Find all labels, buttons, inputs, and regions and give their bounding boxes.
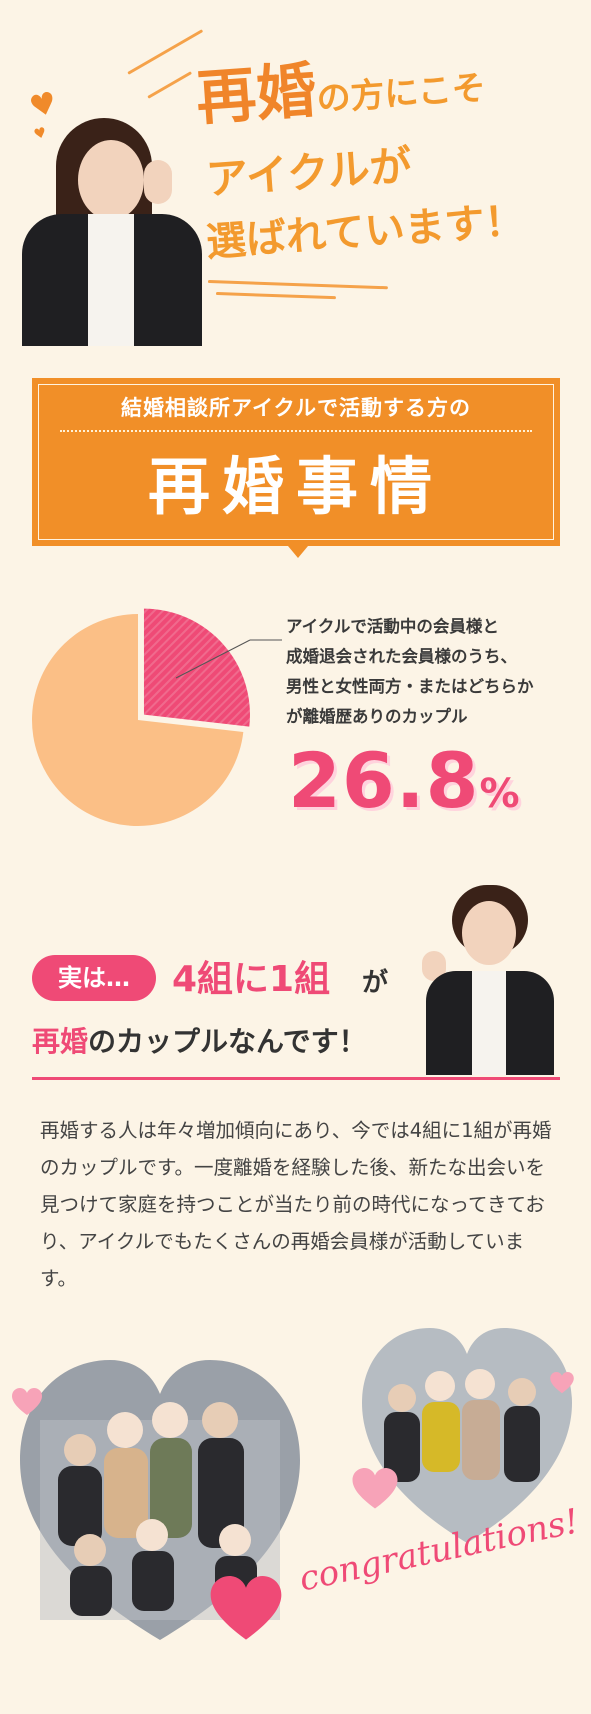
staff-photo xyxy=(418,885,558,1075)
divider xyxy=(32,1077,560,1080)
banner-pointer xyxy=(288,546,308,558)
pie-slice-rest xyxy=(32,614,244,826)
couple-photo-heart xyxy=(362,1328,572,1543)
percent-unit: % xyxy=(479,771,521,817)
callout-rest: のカップルなんです！ xyxy=(88,1025,367,1058)
heart-icon xyxy=(210,1576,282,1640)
banner-subtitle: 結婚相談所アイクルで活動する方の xyxy=(121,396,471,420)
callout-keyword: 再婚 xyxy=(32,1025,89,1058)
heart-icon xyxy=(550,1372,574,1394)
statistics-banner: 結婚相談所アイクルで活動する方の 再婚事情 xyxy=(32,378,560,546)
banner-title: 再婚事情 xyxy=(147,450,444,523)
hero-heading-line3: 選ばれています！ xyxy=(204,197,527,267)
heart-icon xyxy=(352,1468,398,1509)
callout-subheadline: 再婚のカップルなんです！ xyxy=(32,1020,367,1060)
decor-line xyxy=(147,71,193,99)
hero-heading-line2: アイクルが xyxy=(204,140,414,205)
decor-line xyxy=(207,280,388,290)
pie-leader-line xyxy=(175,639,251,679)
description-line: が離婚歴ありのカップル xyxy=(286,707,468,726)
body-paragraph: 再婚する人は年々増加傾向にあり、今では4組に1組が再婚のカップルです。一度離婚を… xyxy=(40,1119,552,1290)
callout-headline: 4組に1組 xyxy=(172,959,331,1000)
callout-headline-suffix: が xyxy=(362,968,389,998)
pie-chart xyxy=(32,608,282,826)
hero-heading-keyword: 再婚 xyxy=(193,55,319,135)
statistic-description: アイクルで活動中の会員様と 成婚退会された会員様のうち、 男性と女性両方・または… xyxy=(286,612,586,732)
couple-photo-heart xyxy=(20,1360,300,1640)
statistic-percent: 26.8% xyxy=(288,736,521,825)
divider xyxy=(60,430,532,432)
decor-line xyxy=(127,29,204,75)
description-line: アイクルで活動中の会員様と xyxy=(286,617,499,636)
percent-value: 26.8 xyxy=(288,736,480,825)
callout-badge: 実は… xyxy=(32,955,156,1001)
description-line: 男性と女性両方・またはどちらか xyxy=(286,677,534,696)
heart-icon xyxy=(12,1388,42,1415)
hero-heading: 再婚の方にこそ xyxy=(193,46,487,135)
description-line: 成婚退会された会員様のうち、 xyxy=(286,647,517,666)
staff-photo xyxy=(22,118,202,346)
hero-heading-rest: の方にこそ xyxy=(315,67,487,120)
decor-line xyxy=(215,292,336,300)
